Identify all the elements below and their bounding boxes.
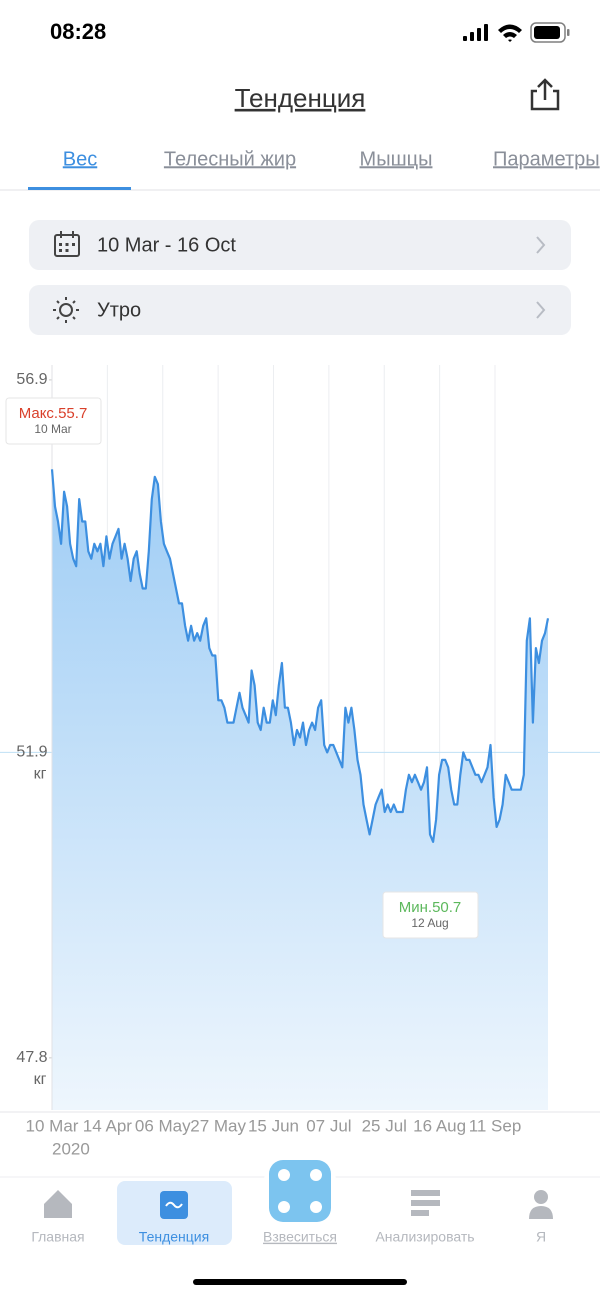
page-title: Тенденция <box>235 83 366 113</box>
max-label: Макс. <box>19 405 58 422</box>
min-label: Мин. <box>399 899 432 916</box>
x-tick-label: 25 Jul <box>362 1116 407 1135</box>
nav-label: Анализировать <box>375 1229 474 1245</box>
y-tick-label: 51.9 <box>16 744 47 761</box>
nav-label: Главная <box>31 1229 84 1245</box>
nav-trend[interactable]: Тенденция <box>117 1181 232 1245</box>
max-date: 10 Mar <box>34 422 71 436</box>
nav-me[interactable]: Я <box>529 1190 553 1245</box>
nav-weigh[interactable]: Взвеситься <box>262 1152 338 1245</box>
status-time: 08:28 <box>50 19 106 44</box>
min-callout: Мин.50.7 12 Aug <box>382 891 479 939</box>
weight-area <box>52 469 548 1110</box>
x-tick-label: 07 Jul <box>306 1116 351 1135</box>
max-callout: Макс.55.7 10 Mar <box>5 397 102 445</box>
x-tick-label: 15 Jun <box>248 1116 299 1135</box>
share-button[interactable] <box>530 78 560 111</box>
nav-label: Взвеситься <box>263 1229 337 1245</box>
max-value: 55.7 <box>58 405 87 422</box>
chart-axes: 10 Mar 14 Apr 06 May 27 May 15 Jun 07 Jul 25 J… <box>16 371 521 1158</box>
x-tick-label: 06 May <box>135 1116 191 1135</box>
date-range: 10 Mar - 16 Oct <box>97 234 236 256</box>
x-tick-label: 27 May <box>190 1116 246 1135</box>
min-date: 12 Aug <box>411 916 448 930</box>
x-tick-label: 11 Sep <box>469 1116 522 1135</box>
y-unit-label: кг <box>34 1071 47 1088</box>
nav-label: Я <box>536 1229 546 1245</box>
tab[interactable]: Параметры <box>493 148 600 170</box>
nav-home[interactable]: Главная <box>31 1190 85 1245</box>
tab[interactable]: Мышцы <box>360 148 433 170</box>
tab[interactable]: Вес <box>63 148 97 170</box>
x-axis-year: 2020 <box>52 1139 90 1158</box>
chart-plot <box>50 365 550 1110</box>
min-value: 50.7 <box>432 899 461 916</box>
svg-text:Мин.50.7: Мин.50.7 <box>399 899 462 916</box>
nav-label: Тенденция <box>139 1229 209 1245</box>
tab[interactable]: Телесный жир <box>164 148 296 170</box>
weight-line <box>50 469 550 843</box>
date-filter[interactable]: 10 Mar - 16 Oct <box>29 220 571 270</box>
y-tick-label: 47.8 <box>16 1049 47 1066</box>
x-tick-label: 16 Aug <box>413 1116 466 1135</box>
home-indicator <box>193 1279 407 1285</box>
status-icons <box>463 22 570 43</box>
nav-analyze[interactable]: Анализировать <box>375 1190 475 1245</box>
x-tick-label: 10 Mar <box>26 1116 79 1135</box>
y-unit-label: кг <box>34 766 47 783</box>
svg-text:Макс.55.7: Макс.55.7 <box>19 405 88 422</box>
time-filter[interactable]: Утро <box>29 285 571 335</box>
x-tick-label: 14 Apr <box>83 1116 132 1135</box>
y-tick-label: 56.9 <box>16 371 47 388</box>
tab-indicator <box>28 187 131 190</box>
time-of-day: Утро <box>97 299 141 321</box>
